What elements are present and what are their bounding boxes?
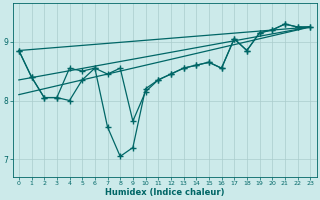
X-axis label: Humidex (Indice chaleur): Humidex (Indice chaleur) [105, 188, 224, 197]
